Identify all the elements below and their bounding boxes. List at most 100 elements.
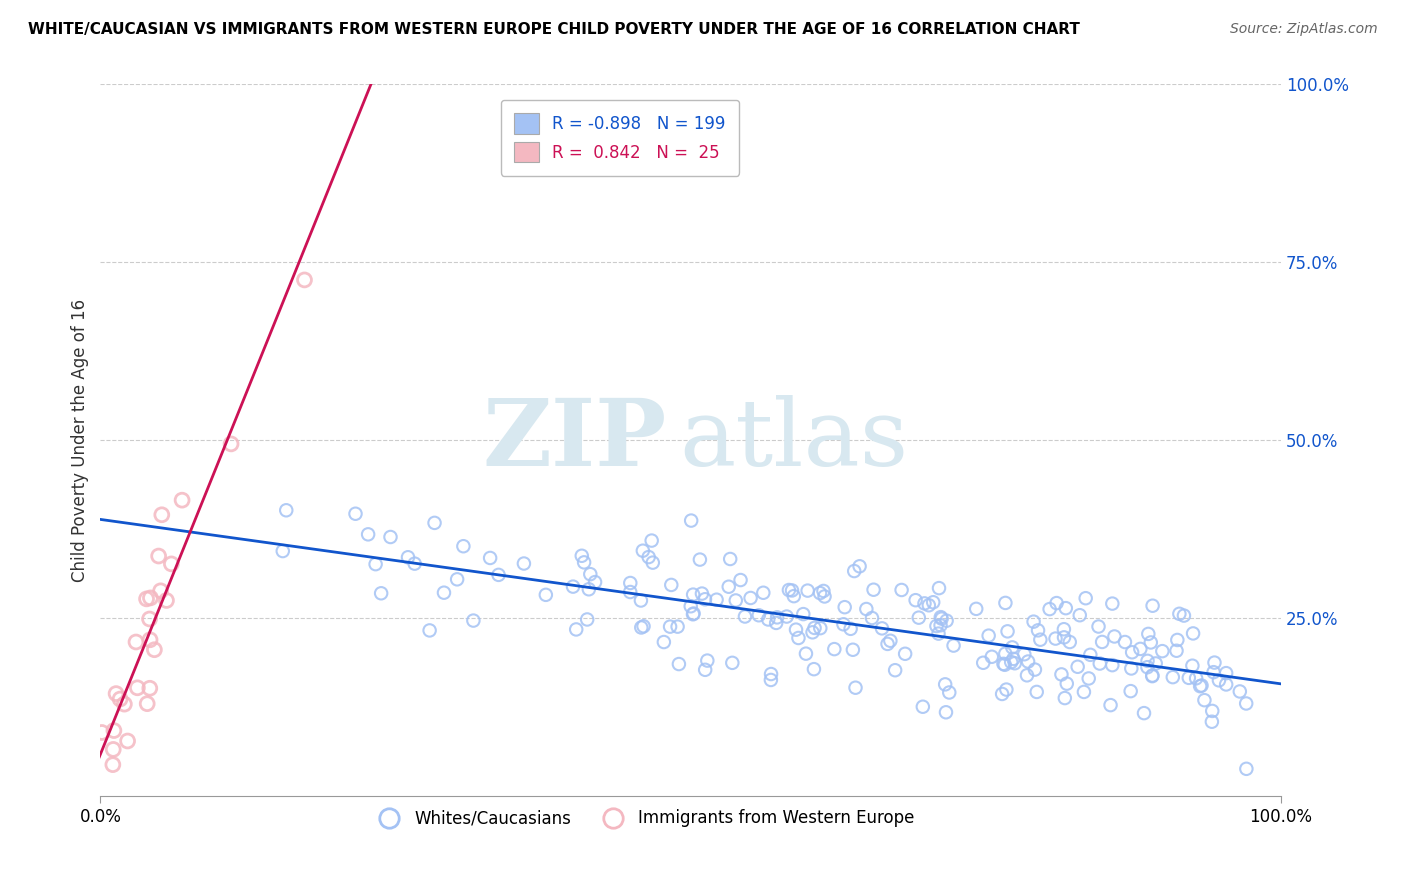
Point — [1215, 677, 1237, 691]
Point — [1144, 657, 1167, 671]
Point — [1074, 591, 1097, 606]
Point — [980, 649, 1002, 664]
Point — [884, 663, 907, 677]
Point — [1136, 660, 1159, 674]
Point — [894, 647, 917, 661]
Point — [991, 687, 1014, 701]
Point — [172, 493, 194, 508]
Point — [534, 588, 557, 602]
Point — [453, 539, 475, 553]
Point — [1229, 684, 1251, 698]
Point — [1002, 652, 1025, 666]
Point — [433, 585, 456, 599]
Point — [1161, 670, 1184, 684]
Point — [1054, 601, 1077, 615]
Point — [693, 592, 716, 607]
Point — [1039, 602, 1062, 616]
Point — [1001, 640, 1024, 655]
Point — [792, 607, 814, 621]
Point — [1121, 661, 1143, 675]
Point — [139, 681, 162, 696]
Point — [1066, 660, 1088, 674]
Point — [666, 620, 689, 634]
Point — [756, 612, 779, 626]
Point — [112, 697, 135, 711]
Point — [1121, 645, 1143, 659]
Point — [1059, 635, 1081, 649]
Point — [1069, 608, 1091, 623]
Point — [344, 507, 367, 521]
Point — [925, 619, 948, 633]
Point — [1114, 635, 1136, 649]
Point — [160, 557, 183, 571]
Point — [928, 581, 950, 595]
Point — [1119, 684, 1142, 698]
Point — [813, 590, 835, 604]
Point — [619, 585, 641, 599]
Point — [808, 586, 831, 600]
Point — [1050, 667, 1073, 681]
Point — [752, 586, 775, 600]
Point — [1166, 644, 1188, 658]
Point — [1234, 762, 1257, 776]
Point — [928, 626, 950, 640]
Point — [679, 599, 702, 614]
Point — [682, 607, 704, 621]
Point — [1014, 647, 1036, 661]
Point — [135, 591, 157, 606]
Point — [1142, 668, 1164, 682]
Point — [630, 593, 652, 607]
Text: atlas: atlas — [679, 395, 908, 485]
Point — [117, 734, 139, 748]
Point — [718, 552, 741, 566]
Point — [1208, 673, 1230, 688]
Point — [942, 639, 965, 653]
Point — [935, 706, 957, 720]
Point — [1053, 631, 1076, 645]
Point — [808, 621, 831, 635]
Point — [935, 614, 957, 628]
Point — [149, 583, 172, 598]
Point — [562, 580, 585, 594]
Point — [463, 614, 485, 628]
Point — [103, 723, 125, 738]
Point — [576, 612, 599, 626]
Point — [813, 584, 835, 599]
Point — [842, 642, 865, 657]
Point — [90, 725, 112, 739]
Point — [914, 596, 936, 610]
Point — [1088, 657, 1111, 671]
Point — [794, 647, 817, 661]
Point — [783, 589, 806, 603]
Point — [823, 642, 845, 657]
Point — [911, 699, 934, 714]
Point — [778, 582, 800, 597]
Point — [870, 621, 893, 635]
Point — [1056, 676, 1078, 690]
Legend: Whites/Caucasians, Immigrants from Western Europe: Whites/Caucasians, Immigrants from Weste… — [366, 803, 921, 834]
Point — [479, 551, 502, 566]
Point — [150, 508, 173, 522]
Point — [1181, 658, 1204, 673]
Point — [619, 576, 641, 591]
Point — [724, 593, 747, 607]
Point — [1101, 658, 1123, 673]
Point — [1139, 635, 1161, 649]
Point — [1129, 641, 1152, 656]
Point — [1204, 656, 1226, 670]
Point — [682, 607, 704, 622]
Point — [1053, 691, 1076, 706]
Text: Source: ZipAtlas.com: Source: ZipAtlas.com — [1230, 22, 1378, 37]
Point — [995, 682, 1018, 697]
Point — [1185, 671, 1208, 685]
Point — [681, 514, 703, 528]
Point — [1191, 679, 1213, 693]
Point — [659, 578, 682, 592]
Point — [695, 663, 717, 677]
Point — [1201, 704, 1223, 718]
Point — [294, 273, 316, 287]
Point — [844, 681, 866, 695]
Point — [862, 582, 884, 597]
Point — [1142, 669, 1164, 683]
Point — [139, 591, 162, 605]
